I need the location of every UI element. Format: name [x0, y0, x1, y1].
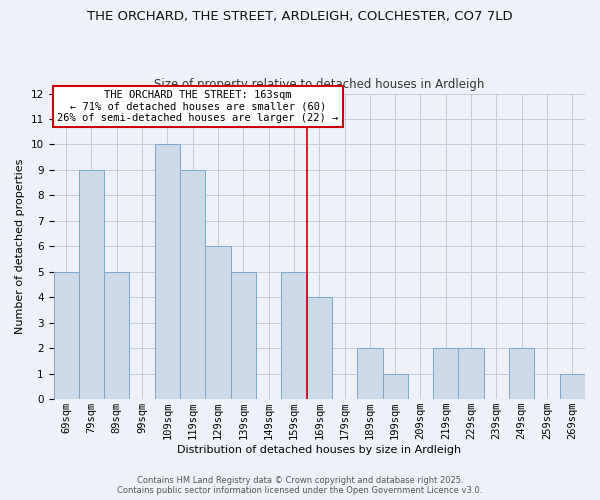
- X-axis label: Distribution of detached houses by size in Ardleigh: Distribution of detached houses by size …: [177, 445, 461, 455]
- Bar: [205, 246, 230, 399]
- Y-axis label: Number of detached properties: Number of detached properties: [15, 158, 25, 334]
- Bar: [560, 374, 585, 399]
- Title: Size of property relative to detached houses in Ardleigh: Size of property relative to detached ho…: [154, 78, 484, 91]
- Bar: [79, 170, 104, 399]
- Bar: [509, 348, 535, 399]
- Text: THE ORCHARD, THE STREET, ARDLEIGH, COLCHESTER, CO7 7LD: THE ORCHARD, THE STREET, ARDLEIGH, COLCH…: [87, 10, 513, 23]
- Bar: [458, 348, 484, 399]
- Bar: [357, 348, 383, 399]
- Text: Contains HM Land Registry data © Crown copyright and database right 2025.
Contai: Contains HM Land Registry data © Crown c…: [118, 476, 482, 495]
- Bar: [53, 272, 79, 399]
- Bar: [180, 170, 205, 399]
- Bar: [433, 348, 458, 399]
- Bar: [230, 272, 256, 399]
- Bar: [307, 298, 332, 399]
- Bar: [104, 272, 130, 399]
- Bar: [281, 272, 307, 399]
- Bar: [383, 374, 408, 399]
- Text: THE ORCHARD THE STREET: 163sqm
← 71% of detached houses are smaller (60)
26% of : THE ORCHARD THE STREET: 163sqm ← 71% of …: [57, 90, 338, 123]
- Bar: [155, 144, 180, 399]
